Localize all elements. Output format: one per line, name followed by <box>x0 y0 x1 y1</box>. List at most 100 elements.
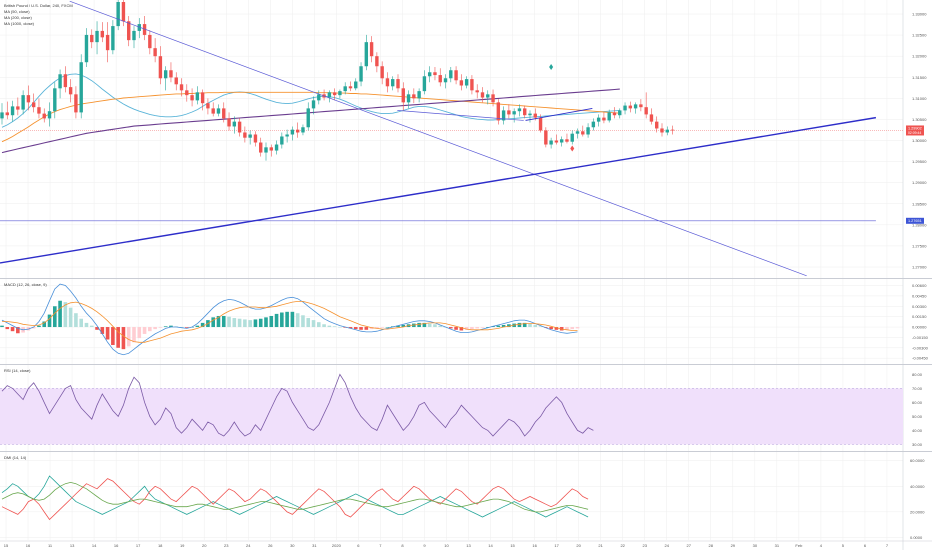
candle <box>10 106 15 116</box>
histogram-bar <box>475 327 479 329</box>
x-tick-label: 17 <box>136 543 141 548</box>
rsi-pane[interactable] <box>0 373 903 445</box>
rsi-line <box>1 373 594 437</box>
x-tick-label: 15 <box>4 543 9 548</box>
candle <box>0 112 4 119</box>
macd-pane[interactable] <box>0 283 580 356</box>
price-axis[interactable]: 1.33000 1.32500 1.32000 1.31500 1.31000 1.305… <box>906 12 929 540</box>
candle <box>5 112 9 116</box>
candle <box>332 92 337 96</box>
candle <box>185 90 189 96</box>
symbol-title: British Pound / U.S. Dollar, 240, FXCM <box>4 3 73 8</box>
candle <box>480 92 485 98</box>
time-axis[interactable]: 15 16 11 13 14 16 17 18 19 20 23 24 26 30 31 2020 6 7 8 9 10… <box>4 543 889 548</box>
candle <box>570 133 574 142</box>
price-pane[interactable] <box>0 0 903 277</box>
x-tick-label: 9 <box>423 543 426 548</box>
histogram-bar <box>501 324 506 328</box>
histogram-bar <box>10 327 15 332</box>
moving-average-line <box>1 88 620 154</box>
candle <box>459 80 464 86</box>
histogram-bar <box>522 322 527 328</box>
x-tick-label: 8 <box>401 543 404 548</box>
moving-average-line <box>1 91 620 143</box>
current-price-label: 1.29902 <box>908 127 922 131</box>
x-tick-label: 13 <box>466 543 471 548</box>
trendline <box>397 110 524 121</box>
candle <box>121 2 126 22</box>
level-label: 1.27651 <box>908 219 922 223</box>
x-tick-label: 4 <box>820 543 823 548</box>
candle <box>211 108 215 114</box>
histogram-bar <box>179 327 184 328</box>
rsi-tick-label: 80.00 <box>912 372 923 377</box>
x-tick-label: 16 <box>26 543 31 548</box>
histogram-bar <box>480 327 485 328</box>
histogram-bar <box>517 322 522 328</box>
histogram-bar <box>496 325 501 328</box>
price-tick-label: 1.27000 <box>912 265 927 270</box>
candle <box>31 102 36 108</box>
x-tick-label: 30 <box>290 543 295 548</box>
x-tick-label: 7 <box>379 543 382 548</box>
candle <box>670 129 675 131</box>
candle <box>417 91 421 99</box>
candle <box>148 34 152 49</box>
macd-legend: MACD (12, 26, close, 9) <box>4 282 47 287</box>
candle <box>354 81 358 89</box>
histogram-bar <box>100 327 105 334</box>
candle <box>269 147 273 151</box>
dmi-tick-label: 0.0000 <box>910 535 923 540</box>
candle <box>21 95 25 110</box>
x-tick-label: 20 <box>202 543 207 548</box>
x-tick-label: 16 <box>114 543 119 548</box>
candle <box>369 42 374 57</box>
signal-line <box>2 300 578 343</box>
candle <box>549 140 553 145</box>
histogram-bar <box>153 327 157 330</box>
countdown-label: 02:09:44 <box>908 131 921 135</box>
histogram-bar <box>528 323 532 328</box>
candle <box>26 95 31 103</box>
dmi-legend: DMI (14, 14) <box>4 455 27 460</box>
candle <box>517 108 522 112</box>
candle <box>385 78 390 87</box>
candle <box>237 121 242 133</box>
candle <box>127 21 131 41</box>
candle <box>649 114 654 122</box>
histogram-bar <box>269 315 274 328</box>
candle <box>105 34 110 51</box>
histogram-bar <box>137 327 142 339</box>
price-tick-label: 1.29000 <box>912 180 927 185</box>
candle <box>607 112 611 121</box>
candle <box>84 34 89 63</box>
candle <box>68 87 73 95</box>
candle <box>538 117 543 131</box>
macd-tick-label: -0.00450 <box>912 356 929 361</box>
candle <box>533 113 537 118</box>
x-tick-label: 19 <box>180 543 185 548</box>
candle <box>464 79 469 86</box>
x-tick-label: 31 <box>775 543 780 548</box>
candle <box>449 70 453 79</box>
candle <box>116 2 120 27</box>
candle <box>628 105 633 109</box>
histogram-bar <box>280 312 284 328</box>
candle <box>100 30 105 38</box>
buy-signal-marker <box>549 64 554 71</box>
candle <box>655 121 659 129</box>
moving-average-line <box>1 73 620 128</box>
dmi-pane[interactable] <box>1 475 589 521</box>
candle <box>280 136 284 145</box>
price-tick-label: 1.30500 <box>912 117 927 122</box>
x-tick-label: 24 <box>246 543 251 548</box>
histogram-bar <box>195 325 200 328</box>
candle <box>581 131 585 135</box>
trendline <box>0 116 877 264</box>
histogram-bar <box>5 327 10 330</box>
candle <box>591 121 596 128</box>
histogram-bar <box>459 327 464 331</box>
histogram-bar <box>554 327 559 330</box>
